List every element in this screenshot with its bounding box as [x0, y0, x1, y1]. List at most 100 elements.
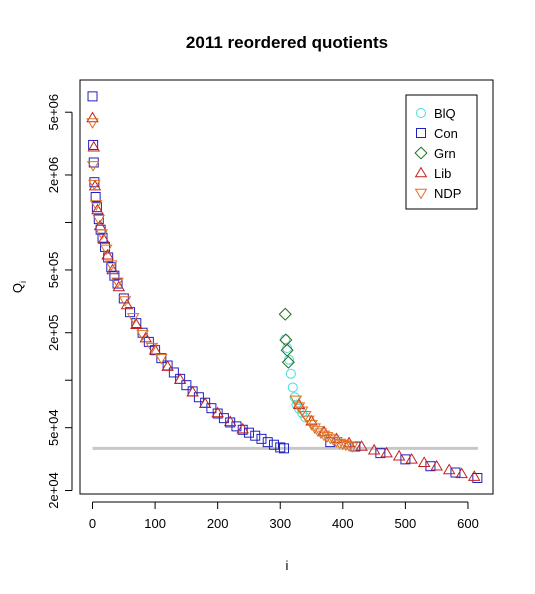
y-tick-label: 5e+06	[46, 94, 61, 131]
legend-marker	[414, 146, 428, 160]
data-point	[289, 395, 303, 407]
data-point	[300, 412, 311, 423]
legend-item-lib: Lib	[414, 166, 451, 181]
data-point	[130, 318, 143, 329]
series-grn	[278, 307, 295, 369]
data-point	[88, 179, 101, 191]
data-point	[467, 470, 481, 481]
data-point	[181, 380, 192, 391]
x-tick-label: 300	[269, 516, 291, 531]
data-point	[86, 161, 100, 172]
chart-title: 2011 reordered quotients	[186, 33, 388, 52]
data-point	[106, 262, 117, 273]
data-point	[206, 403, 217, 414]
data-point	[126, 313, 140, 324]
data-point	[87, 140, 101, 152]
data-point	[430, 459, 443, 471]
data-point	[455, 467, 468, 479]
data-point	[109, 270, 120, 281]
data-point	[211, 406, 224, 418]
legend-label: NDP	[434, 186, 461, 201]
x-tick-label: 400	[332, 516, 354, 531]
series-blq	[280, 334, 311, 423]
data-point	[330, 437, 343, 448]
data-point	[262, 437, 273, 448]
y-tick-label: 2e+05	[46, 314, 61, 351]
legend-item-blq: BlQ	[416, 106, 456, 121]
series-con	[87, 91, 483, 483]
data-point	[345, 442, 359, 453]
data-point	[118, 296, 132, 307]
data-point	[375, 448, 386, 459]
data-point	[161, 360, 174, 371]
data-point	[417, 456, 431, 467]
data-point	[186, 385, 199, 397]
legend-box	[405, 94, 478, 210]
data-point	[281, 355, 295, 369]
data-point	[314, 428, 328, 440]
data-point	[223, 415, 237, 427]
data-point	[90, 192, 101, 203]
data-point	[193, 392, 204, 403]
legend-item-ndp: NDP	[414, 186, 461, 201]
data-point	[236, 422, 249, 434]
data-point	[103, 252, 114, 263]
data-point	[91, 203, 104, 215]
x-tick-label: 500	[395, 516, 417, 531]
data-point	[472, 472, 483, 483]
data-point	[145, 342, 159, 354]
data-point	[86, 111, 99, 123]
data-point	[400, 454, 411, 465]
x-tick-label: 600	[457, 516, 479, 531]
data-point	[450, 467, 461, 478]
legend-label: BlQ	[434, 106, 456, 121]
data-point	[87, 91, 98, 102]
data-point	[289, 392, 300, 403]
data-point	[198, 397, 212, 408]
data-point	[278, 443, 289, 454]
data-point	[380, 446, 393, 458]
legend-label: Con	[434, 126, 458, 141]
data-point	[148, 343, 162, 355]
data-point	[155, 353, 168, 365]
data-point	[237, 424, 248, 435]
x-tick-label: 100	[144, 516, 166, 531]
data-point	[317, 430, 331, 442]
data-point	[106, 263, 119, 275]
data-point	[97, 233, 111, 244]
legend-marker	[414, 188, 428, 200]
data-point	[324, 433, 337, 445]
legend-item-grn: Grn	[414, 146, 456, 161]
y-tick-label: 2e+06	[46, 157, 61, 194]
data-point	[392, 449, 406, 461]
data-point	[89, 200, 103, 211]
data-point	[342, 441, 356, 453]
legend-marker	[416, 108, 426, 118]
y-axis-label-subscript: i	[18, 281, 28, 283]
data-point	[112, 280, 126, 292]
legend: BlQ Con Grn Lib NDP	[405, 94, 478, 210]
y-tick-label: 5e+05	[46, 252, 61, 289]
data-point	[136, 330, 149, 341]
data-point	[139, 331, 152, 343]
data-point	[91, 202, 102, 213]
data-point	[320, 432, 334, 443]
data-point	[111, 277, 124, 289]
data-point	[278, 307, 292, 321]
data-point	[101, 248, 114, 260]
data-point	[268, 439, 279, 450]
data-point	[305, 420, 318, 431]
data-point	[100, 244, 113, 256]
data-points	[86, 91, 483, 483]
y-tick-label: 2e+04	[46, 472, 61, 509]
data-point	[280, 343, 294, 357]
legend-marker	[416, 128, 426, 138]
plot-frame	[79, 79, 494, 495]
data-point	[95, 229, 109, 240]
data-point	[105, 260, 118, 272]
data-point	[92, 214, 106, 226]
data-point	[88, 139, 99, 150]
data-point	[250, 430, 261, 441]
legend-marker	[414, 166, 428, 178]
